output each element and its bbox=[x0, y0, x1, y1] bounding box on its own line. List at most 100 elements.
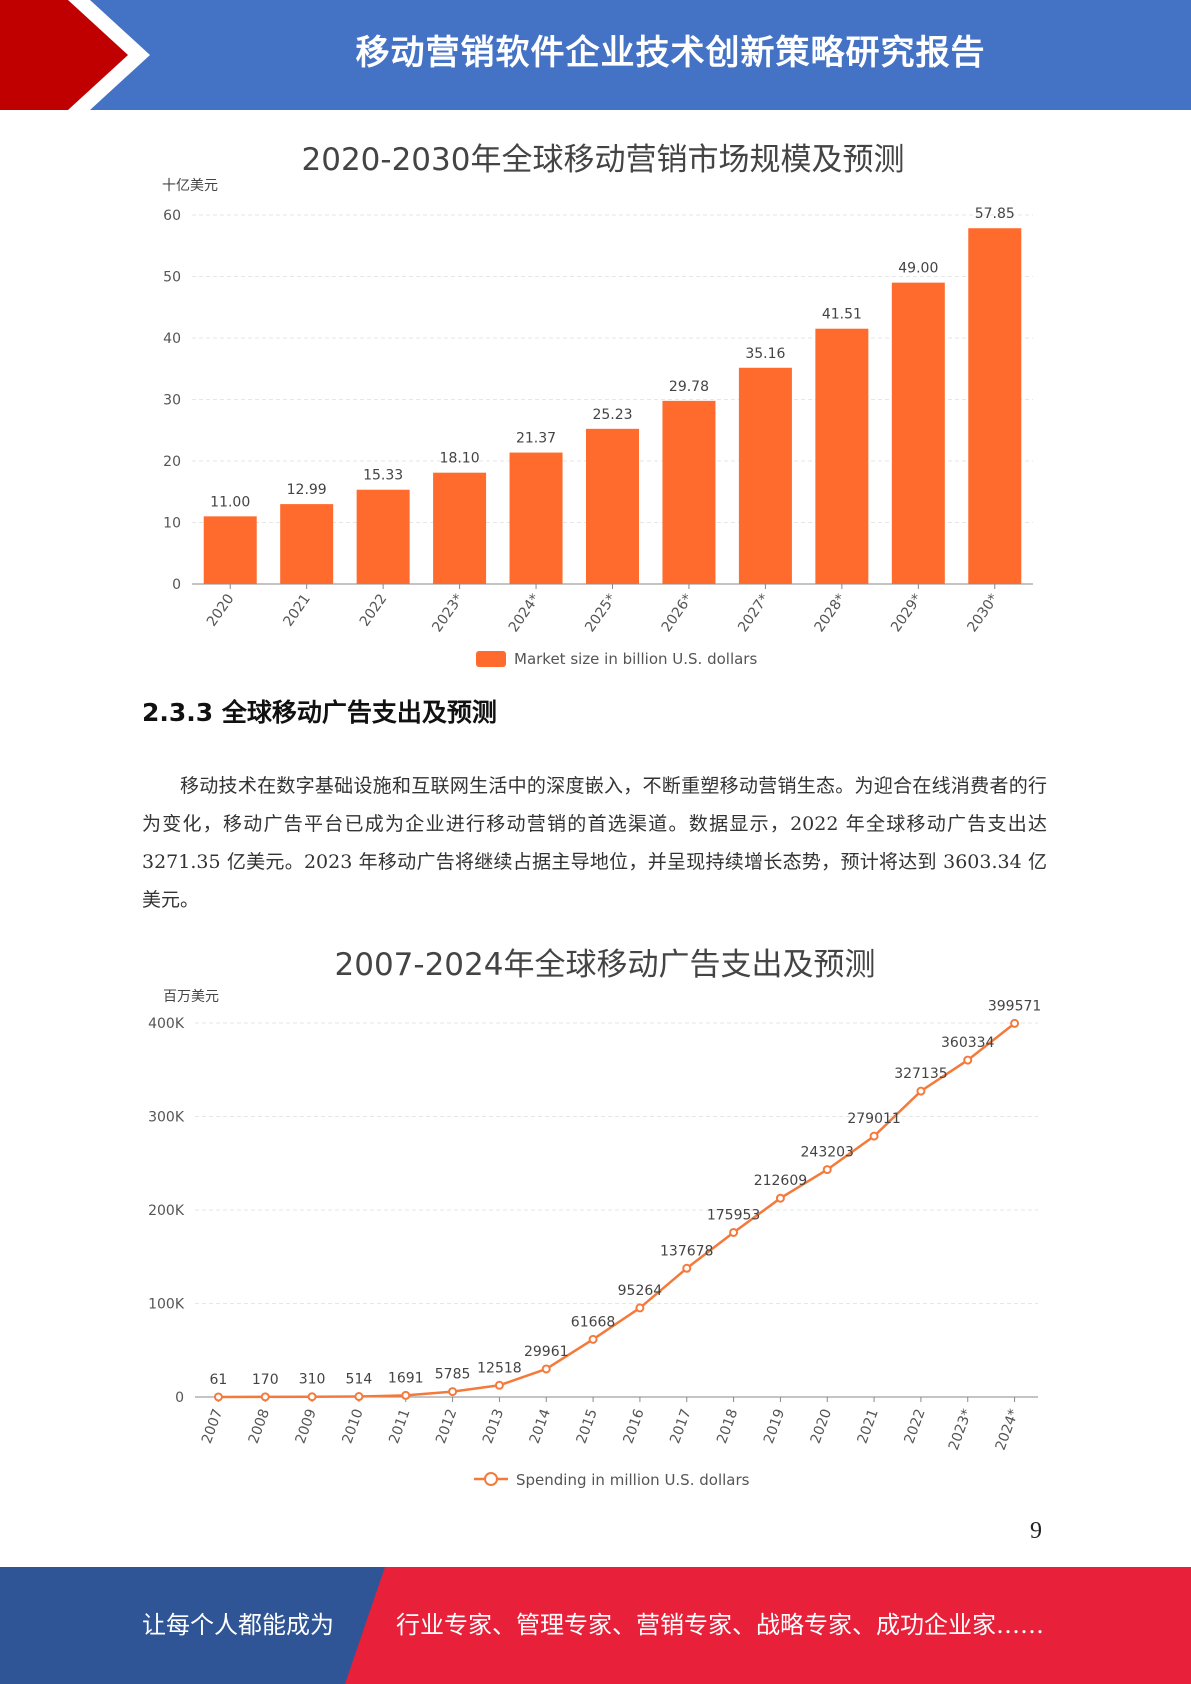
x-tick-label: 2025* bbox=[582, 591, 620, 635]
chart-title: 2020-2030年全球移动营销市场规模及预测 bbox=[302, 142, 905, 178]
data-point-label: 514 bbox=[346, 1372, 373, 1388]
data-point bbox=[588, 1334, 598, 1344]
data-point bbox=[260, 1392, 270, 1402]
market-size-chart: 2020-2030年全球移动营销市场规模及预测 十亿美元 0 10 20 30 40 50 60… bbox=[0, 140, 1191, 680]
data-point bbox=[401, 1390, 411, 1400]
x-tick-label: 2023* bbox=[946, 1407, 976, 1453]
data-point-label: 12518 bbox=[477, 1360, 522, 1376]
bar bbox=[203, 516, 257, 584]
bar-value-label: 25.23 bbox=[592, 407, 632, 423]
x-tick-label: 2019 bbox=[761, 1407, 788, 1446]
report-footer: 让每个人都能成为 行业专家、管理专家、营销专家、战略专家、成功企业家…… bbox=[0, 1567, 1191, 1684]
x-tick-label: 2026* bbox=[659, 591, 697, 635]
y-axis-unit: 百万美元 bbox=[163, 989, 219, 1005]
x-tick-label: 2022 bbox=[357, 591, 391, 629]
data-point bbox=[916, 1086, 926, 1096]
y-tick-label: 50 bbox=[163, 270, 181, 286]
bar-value-label: 21.37 bbox=[516, 431, 556, 447]
header-chevron-graphic bbox=[0, 0, 150, 110]
data-point-label: 399571 bbox=[988, 998, 1041, 1014]
data-point bbox=[307, 1392, 317, 1402]
data-point bbox=[682, 1263, 692, 1273]
x-tick-label: 2021 bbox=[280, 591, 314, 629]
y-tick-label: 400K bbox=[148, 1016, 185, 1032]
x-tick-label: 2017 bbox=[667, 1407, 694, 1446]
data-point-label: 279011 bbox=[847, 1111, 900, 1127]
bar-value-label: 29.78 bbox=[669, 379, 709, 395]
data-point bbox=[541, 1364, 551, 1374]
data-point bbox=[354, 1392, 364, 1402]
body-paragraph: 移动技术在数字基础设施和互联网生活中的深度嵌入，不断重塑移动营销生态。为迎合在线… bbox=[142, 775, 1047, 911]
legend-swatch-marker bbox=[484, 1472, 498, 1486]
page-number: 9 bbox=[1030, 1518, 1042, 1544]
footer-band-right bbox=[345, 1567, 1191, 1684]
bar bbox=[509, 452, 563, 584]
data-point-label: 212609 bbox=[754, 1173, 807, 1189]
footer-slogan-left: 让每个人都能成为 bbox=[142, 1611, 334, 1639]
x-tick-label: 2011 bbox=[386, 1407, 413, 1446]
x-tick-label: 2009 bbox=[293, 1407, 320, 1446]
x-tick-label: 2018 bbox=[714, 1407, 741, 1446]
data-point-label: 310 bbox=[299, 1372, 326, 1388]
section-heading: 2.3.3 全球移动广告支出及预测 bbox=[142, 698, 497, 727]
bar bbox=[280, 504, 334, 584]
y-tick-label: 10 bbox=[163, 516, 181, 532]
y-tick-label: 200K bbox=[148, 1203, 185, 1219]
x-tick-label: 2008 bbox=[246, 1407, 273, 1446]
bar bbox=[433, 472, 487, 584]
chart-title: 2007-2024年全球移动广告支出及预测 bbox=[335, 947, 876, 983]
data-point bbox=[963, 1055, 973, 1065]
x-tick-label: 2015 bbox=[574, 1407, 601, 1446]
x-tick-label: 2023* bbox=[429, 591, 467, 635]
bar-value-label: 11.00 bbox=[210, 494, 250, 510]
legend-swatch bbox=[476, 651, 506, 667]
y-tick-label: 0 bbox=[175, 1390, 184, 1406]
x-tick-label: 2028* bbox=[812, 591, 850, 635]
y-tick-label: 300K bbox=[148, 1110, 185, 1126]
data-point bbox=[635, 1303, 645, 1313]
x-tick-label: 2013 bbox=[480, 1407, 507, 1446]
x-tick-label: 2016 bbox=[620, 1407, 647, 1446]
y-tick-label: 100K bbox=[148, 1297, 185, 1313]
data-point bbox=[822, 1165, 832, 1175]
bar-value-label: 41.51 bbox=[822, 307, 862, 323]
bar bbox=[891, 282, 945, 584]
data-point-label: 327135 bbox=[894, 1066, 947, 1082]
bar bbox=[968, 228, 1022, 584]
data-point-label: 61 bbox=[210, 1372, 228, 1388]
y-tick-label: 0 bbox=[172, 577, 181, 593]
x-tick-label: 2024* bbox=[506, 591, 544, 635]
data-point-label: 175953 bbox=[707, 1207, 760, 1223]
data-point-label: 61668 bbox=[571, 1314, 616, 1330]
data-point-label: 5785 bbox=[435, 1367, 471, 1383]
data-point bbox=[213, 1392, 223, 1402]
x-tick-label: 2027* bbox=[735, 591, 773, 635]
data-point bbox=[448, 1387, 458, 1397]
bar-value-label: 35.16 bbox=[745, 346, 785, 362]
bar-value-label: 18.10 bbox=[440, 451, 480, 467]
bar-value-label: 15.33 bbox=[363, 468, 403, 484]
report-header: 移动营销软件企业技术创新策略研究报告 bbox=[0, 0, 1191, 110]
data-point bbox=[869, 1131, 879, 1141]
legend-label: Spending in million U.S. dollars bbox=[516, 1471, 750, 1489]
y-tick-label: 40 bbox=[163, 331, 181, 347]
data-point bbox=[494, 1380, 504, 1390]
x-tick-label: 2012 bbox=[433, 1407, 460, 1446]
x-tick-label: 2010 bbox=[339, 1407, 366, 1446]
x-tick-label: 2020 bbox=[204, 591, 238, 629]
x-tick-label: 2022 bbox=[901, 1407, 928, 1446]
bar-value-label: 57.85 bbox=[975, 206, 1015, 222]
data-point-label: 1691 bbox=[388, 1370, 424, 1386]
data-point-label: 243203 bbox=[801, 1145, 854, 1161]
report-title: 移动营销软件企业技术创新策略研究报告 bbox=[355, 33, 986, 73]
data-point bbox=[775, 1193, 785, 1203]
x-tick-label: 2020 bbox=[808, 1407, 835, 1446]
header-chevron-red bbox=[0, 0, 128, 110]
x-tick-label: 2021 bbox=[855, 1407, 882, 1446]
x-tick-label: 2030* bbox=[964, 591, 1002, 635]
data-point-label: 170 bbox=[252, 1372, 279, 1388]
bar bbox=[586, 428, 639, 584]
y-tick-label: 60 bbox=[163, 208, 181, 224]
